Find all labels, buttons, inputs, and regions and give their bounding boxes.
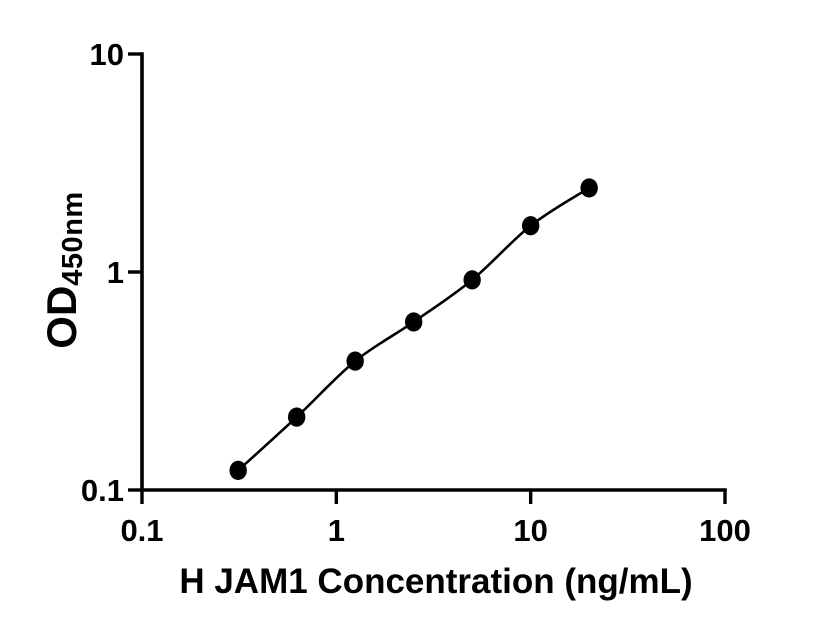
axis-lines: [140, 52, 727, 492]
data-point-marker: [346, 351, 364, 371]
y-axis-title-sub: 450nm: [57, 191, 89, 286]
x-axis-tick-label: 100: [699, 513, 751, 548]
x-axis-tick-label: 0.1: [120, 513, 163, 548]
data-point-marker: [463, 270, 481, 290]
data-point-marker: [229, 460, 247, 481]
y-axis-tick-label: 1: [107, 255, 124, 290]
y-axis-title-main: OD: [38, 285, 85, 349]
data-point-marker: [521, 216, 540, 236]
x-axis-tick-label: 10: [513, 513, 547, 548]
y-axis-title: OD450nm: [38, 191, 89, 349]
y-axis-tick-label: 10: [90, 37, 124, 72]
x-axis-tick-label: 1: [328, 513, 345, 548]
data-point-marker: [404, 312, 423, 332]
data-point-marker: [287, 407, 306, 427]
x-axis-title: H JAM1 Concentration (ng/mL): [179, 562, 693, 601]
data-point-marker: [580, 178, 598, 198]
y-axis-tick-label: 0.1: [81, 473, 124, 508]
